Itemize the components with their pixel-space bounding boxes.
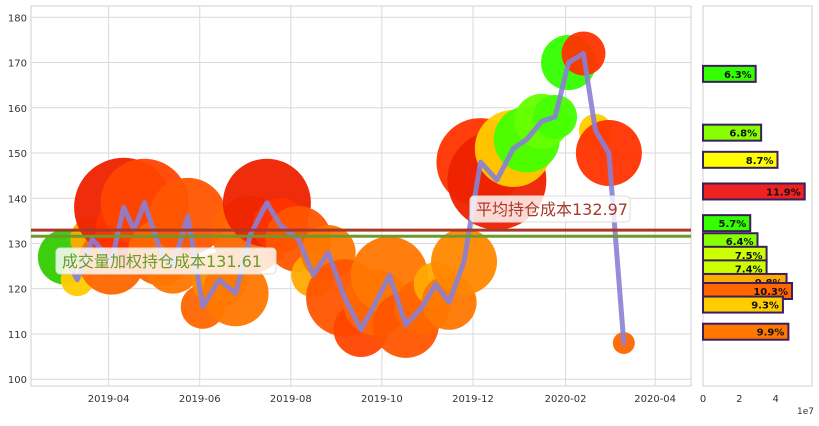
side-x-tick-label: 2 <box>736 394 742 405</box>
average-cost-label: 平均持仓成本132.97 <box>476 200 628 219</box>
distribution-bar <box>702 150 779 169</box>
y-tick-label: 170 <box>8 59 27 70</box>
average-cost-label-box <box>469 195 631 223</box>
main-plot-content: 平均持仓成本132.97 成交量加权持仓成本131.61 <box>31 31 691 358</box>
distribution-bar-label: 9.3% <box>751 301 779 312</box>
y-tick-label: 150 <box>8 149 27 160</box>
distribution-bar-label: 7.4% <box>735 264 763 275</box>
side-x-tick-label: 4 <box>772 394 778 405</box>
y-tick-label: 110 <box>8 330 27 341</box>
distribution-bar <box>702 64 757 83</box>
y-tick-label: 140 <box>8 194 27 205</box>
distribution-bar <box>702 182 806 201</box>
y-tick-label: 100 <box>8 375 27 386</box>
y-tick-label: 160 <box>8 104 27 115</box>
x-tick-label: 2020-02 <box>545 394 587 405</box>
distribution-bar <box>702 295 784 314</box>
distribution-bar-label: 7.5% <box>735 251 763 262</box>
y-tick-label: 130 <box>8 240 27 251</box>
price-line <box>62 51 627 346</box>
x-tick-label: 2019-06 <box>179 394 221 405</box>
x-tick-label: 2019-10 <box>361 394 403 405</box>
side-x-multiplier: 1e7 <box>797 407 814 417</box>
distribution-bar <box>702 123 763 142</box>
side-x-tick-label: 0 <box>700 394 706 405</box>
distribution-bar-label: 11.9% <box>766 187 801 198</box>
distribution-bar-label: 6.3% <box>724 70 752 81</box>
weighted-cost-label-box <box>55 247 277 275</box>
distribution-bar <box>702 214 752 233</box>
y-tick-label: 180 <box>8 13 27 24</box>
weighted-cost-label: 成交量加权持仓成本131.61 <box>62 252 262 271</box>
x-tick-label: 2019-12 <box>452 394 494 405</box>
distribution-bar-label: 5.7% <box>718 219 746 230</box>
y-tick-label: 120 <box>8 285 27 296</box>
distribution-bar-label: 6.4% <box>726 237 754 248</box>
x-tick-label: 2019-04 <box>88 394 130 405</box>
main-panel: 平均持仓成本132.97 成交量加权持仓成本131.61 100 110 120 130 1… <box>8 5 692 405</box>
side-panel: 6.3%6.8%8.7%11.9%5.7%6.4%7.5%7.4%9.8%10.… <box>700 5 814 417</box>
x-tick-label: 2019-08 <box>270 394 312 405</box>
distribution-bar-label: 6.8% <box>729 129 757 140</box>
distribution-bar-label: 8.7% <box>746 156 774 167</box>
distribution-bar-label: 9.9% <box>757 328 785 339</box>
distribution-bar <box>702 322 790 341</box>
distribution-bar-label: 10.3% <box>753 287 788 298</box>
x-tick-label: 2020-04 <box>634 394 676 405</box>
